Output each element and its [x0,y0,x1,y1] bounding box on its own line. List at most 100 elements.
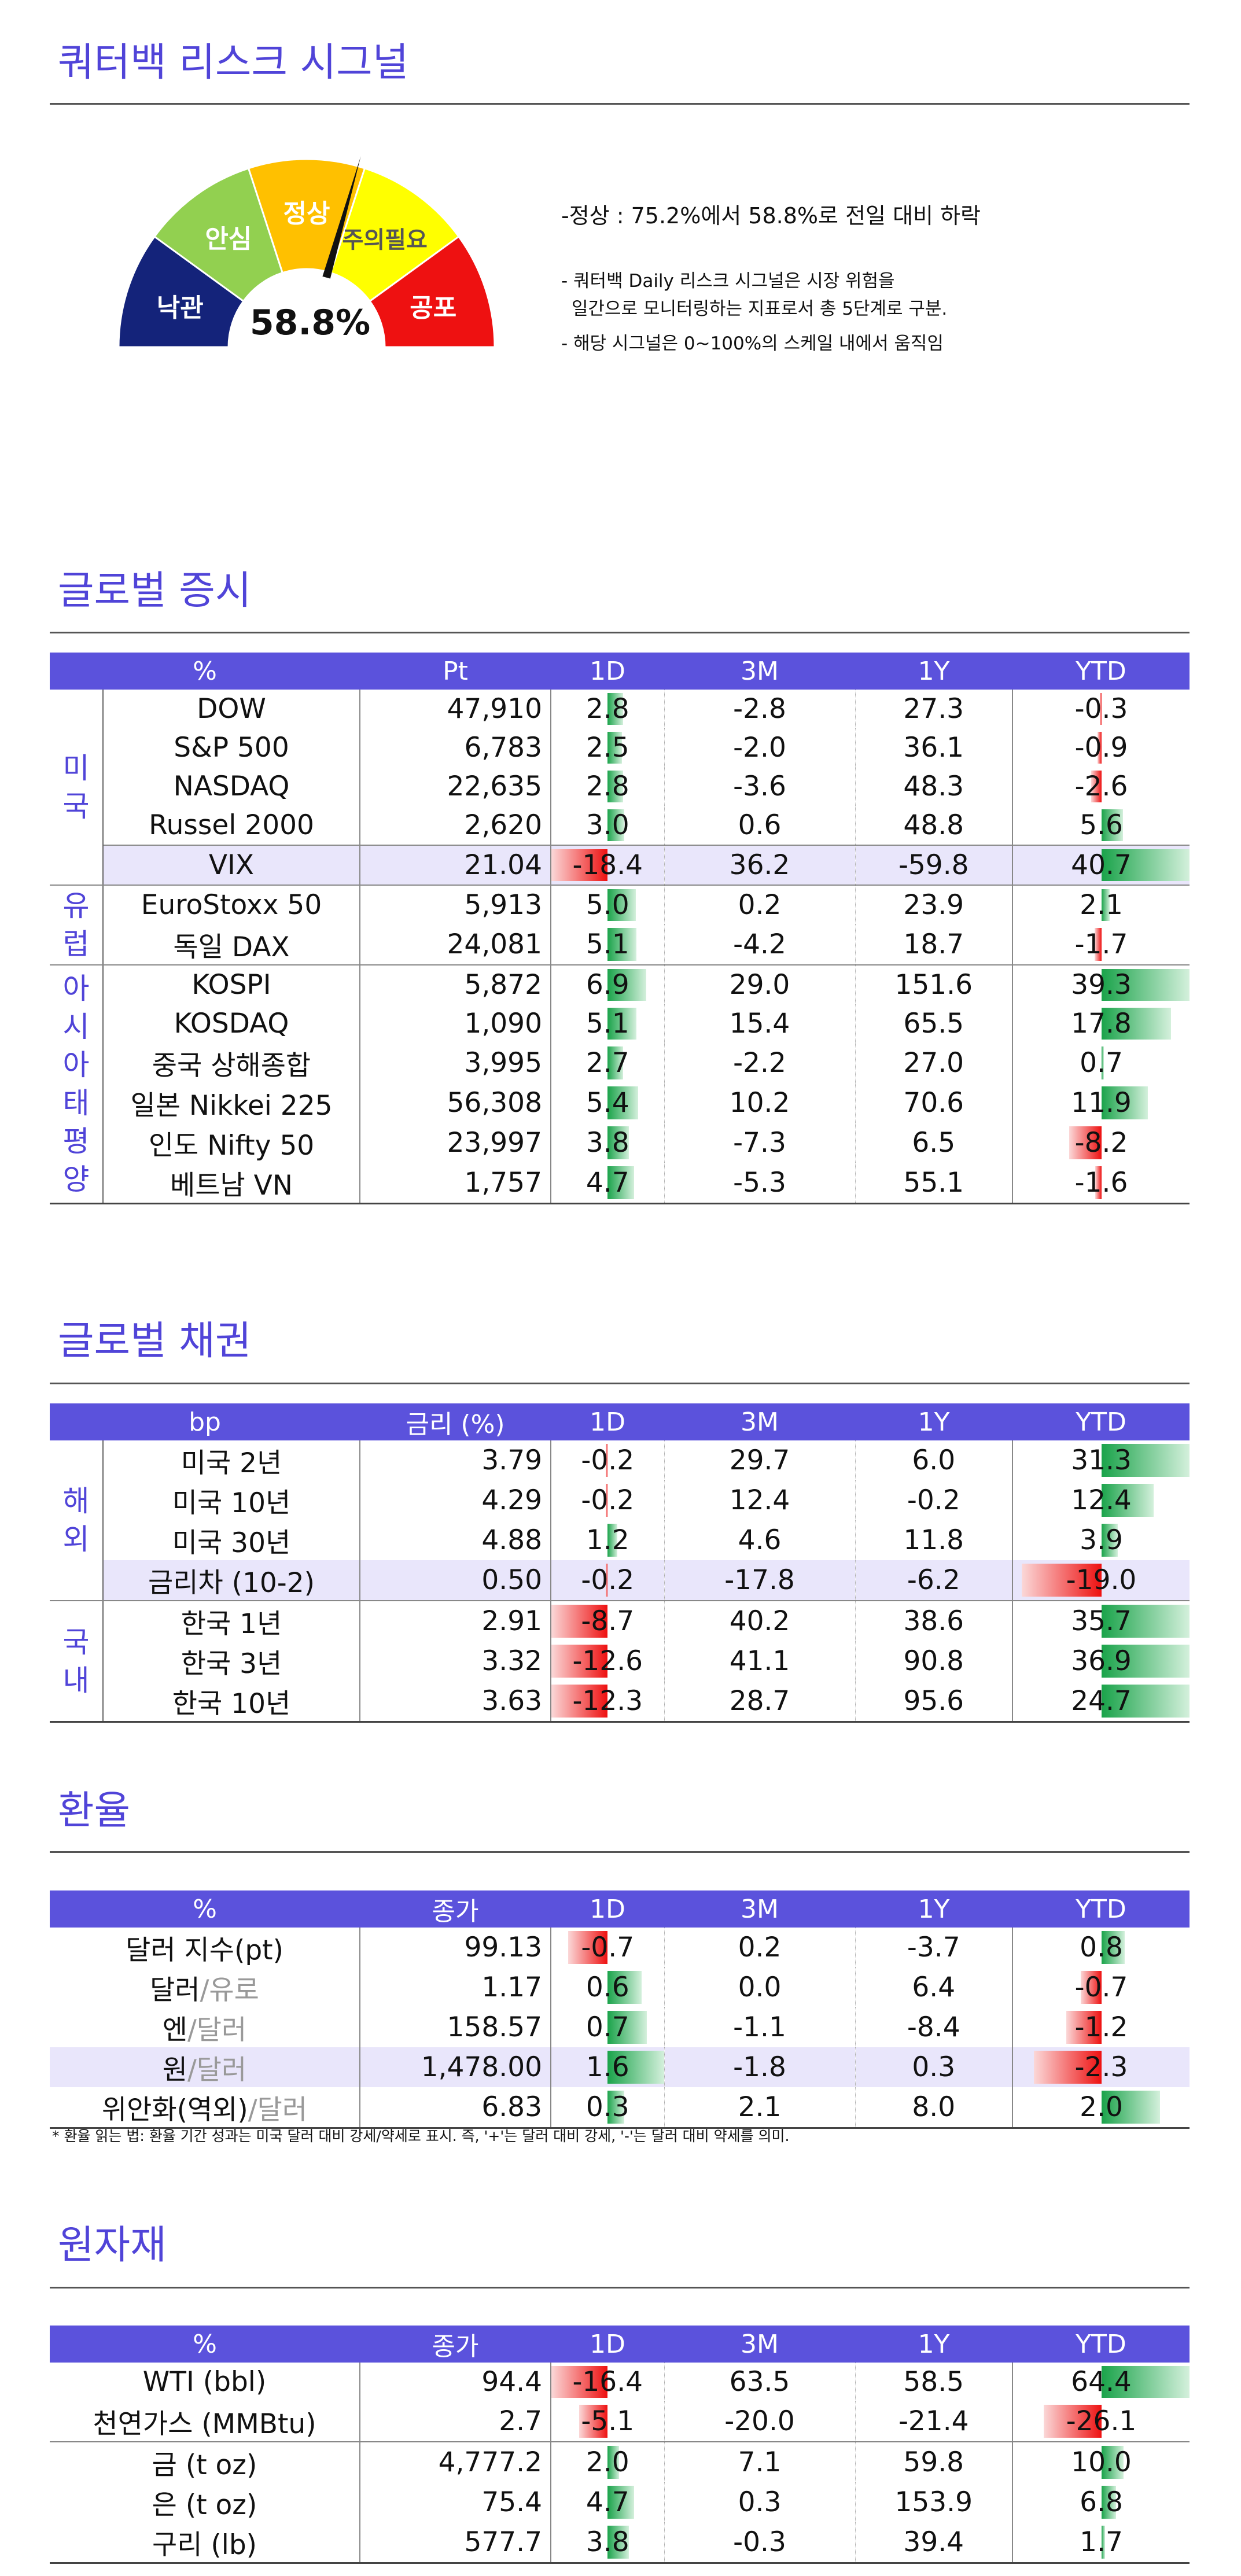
change-1d-cell: 3.8 [550,2522,664,2564]
value-bar [1101,1605,1190,1638]
value-text: 2.0 [585,2446,629,2478]
change-ytd-cell: 0.7 [1012,1043,1190,1083]
change-1d-cell: -16.4 [550,2363,664,2401]
column-header: 1D [551,2326,664,2363]
value-text: -0.2 [581,1484,635,1516]
change-1y-value: 0.3 [855,2047,1012,2087]
change-ytd-cell: 39.3 [1012,965,1190,1004]
change-1d-cell: 0.6 [550,1967,664,2007]
change-1y-value: 27.0 [855,1043,1012,1083]
column-header: % [50,653,360,690]
level-value: 94.4 [359,2363,551,2401]
value-bar [1101,2091,1161,2124]
row-name: DOW [197,693,266,725]
change-1y-value: 18.7 [855,924,1012,965]
fx-note: * 환율 읽는 법: 환율 기간 성과는 미국 달러 대비 강세/약세로 표시.… [52,2128,790,2144]
value-text: -12.6 [572,1645,643,1677]
value-bar [552,1605,608,1638]
value-text: 12.4 [1071,1484,1132,1516]
value-bar [1101,1685,1190,1718]
change-3m-value: 12.4 [664,1480,856,1520]
column-header: 3M [664,653,855,690]
value-bar [607,2486,634,2519]
value-text: 1.6 [585,2051,629,2083]
level-value: 47,910 [359,690,551,728]
table-row: 엔/달러 158.57 0.7 -1.1 -8.4 -1.2 [50,2007,1190,2047]
change-3m-value: -1.8 [664,2047,855,2087]
gauge-segment-caution [329,167,461,303]
level-value: 56,308 [359,1083,551,1123]
table-row: 미국 10년 4.29 -0.2 12.4 -0.2 12.4 [50,1480,1190,1520]
change-3m-value: -2.8 [664,690,855,728]
section-divider [50,1383,1190,1384]
change-3m-value: -1.1 [664,2007,855,2047]
change-1y-value: 38.6 [855,1601,1013,1641]
value-bar [1101,2486,1117,2519]
change-ytd-cell: -26.1 [1012,2401,1190,2442]
table-header-row: % 종가 1D 3M 1Y YTD [50,2326,1190,2363]
column-header: 1D [551,1890,664,1928]
change-ytd-cell: 3.9 [1012,1520,1190,1560]
value-bar [552,849,608,881]
value-bar [1101,849,1190,881]
value-text: 10.0 [1071,2446,1132,2478]
currency-base: 달러 [150,1974,200,2006]
change-ytd-cell: 6.8 [1012,2482,1190,2522]
value-bar [1101,1484,1154,1517]
value-bar [1101,1444,1190,1477]
value-text: 6.9 [585,969,629,1001]
change-3m-value: 7.1 [664,2442,855,2482]
change-3m-value: 36.2 [664,845,855,886]
value-bar [1080,1971,1102,2004]
gauge-segment-fear [369,235,496,348]
level-value: 577.7 [359,2522,551,2564]
change-3m-value: 0.0 [664,1967,855,2007]
change-ytd-cell: 36.9 [1012,1641,1190,1681]
risk-note-2: 일간으로 모니터링하는 지표로서 총 5단계로 구분. [572,298,948,319]
value-bar [607,1166,634,1199]
value-text: 2.5 [585,732,629,764]
change-1y-value: 90.8 [855,1641,1013,1681]
value-text: -0.2 [581,1444,635,1476]
risk-summary: -정상 : 75.2%에서 58.8%로 전일 대비 하락 [561,203,981,229]
table-row: 독일 DAX 24,081 5.1 -4.2 18.7 -1.7 [50,924,1190,965]
change-ytd-cell: 1.7 [1012,2522,1190,2564]
change-3m-value: 10.2 [664,1083,855,1123]
table-row: 일본 Nikkei 225 56,308 5.4 10.2 70.6 11.9 [50,1083,1190,1123]
level-value: 1,757 [359,1163,551,1204]
value-text: 24.7 [1071,1685,1132,1717]
currency-base: 엔 [162,2014,187,2046]
change-1d-cell: -8.7 [550,1601,665,1641]
table-row: 은 (t oz) 75.4 4.7 0.3 153.9 6.8 [50,2482,1190,2522]
currency-quote: /달러 [248,2094,308,2126]
value-bar [607,693,624,725]
level-value: 24,081 [359,924,551,965]
change-ytd-cell: -2.3 [1012,2047,1190,2087]
change-1y-value: 55.1 [855,1163,1012,1204]
change-1y-value: 8.0 [855,2087,1012,2129]
value-text: 4.7 [585,1167,629,1199]
value-text: -2.6 [1074,771,1128,802]
value-text: -12.3 [572,1685,643,1717]
change-3m-value: 0.2 [664,885,855,924]
change-3m-value: 40.2 [664,1601,856,1641]
change-3m-value: 2.1 [664,2087,855,2129]
change-1y-value: 6.0 [855,1440,1013,1480]
change-3m-value: 29.7 [664,1440,856,1480]
change-1d-cell: 5.1 [550,924,664,965]
value-text: 0.7 [1080,1047,1123,1079]
change-3m-value: -0.3 [664,2522,855,2564]
value-bar [1095,1166,1102,1199]
level-value: 3.63 [359,1681,551,1723]
level-value: 1,478.00 [359,2047,551,2087]
change-1y-value: -59.8 [855,845,1012,886]
column-header: 3M [664,1890,855,1928]
change-1d-cell: 5.1 [550,1004,664,1043]
level-value: 4.29 [359,1480,551,1520]
change-3m-value: -2.0 [664,728,855,767]
value-text: -1.6 [1074,1167,1128,1199]
table-row: 한국 10년 3.63 -12.3 28.7 95.6 24.7 [50,1681,1190,1723]
change-1d-cell: 1.6 [550,2047,664,2087]
